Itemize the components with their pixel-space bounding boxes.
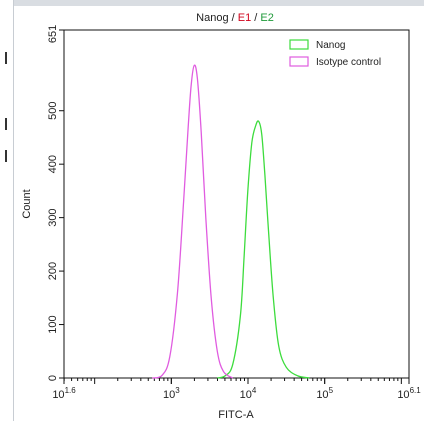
legend-label: Isotype control xyxy=(316,57,381,68)
chart-title: Nanog / E1 / E2 xyxy=(196,12,274,24)
window-left-edge xyxy=(0,0,14,421)
window-top-strip xyxy=(14,0,424,6)
x-axis-label: FITC-A xyxy=(218,409,254,421)
y-tick-label: 400 xyxy=(47,155,59,173)
y-tick-label: 500 xyxy=(47,102,59,120)
x-tick-base: 10 xyxy=(240,389,252,401)
legend-swatch xyxy=(289,39,309,50)
series-curve-isotype-control xyxy=(152,64,234,379)
x-tick-base: 10 xyxy=(52,389,64,401)
x-tick-label: 105 xyxy=(316,386,333,401)
x-tick-base: 10 xyxy=(397,389,409,401)
edge-mark xyxy=(5,118,7,130)
x-tick-exponent: 6.1 xyxy=(410,386,422,395)
x-tick-label: 101.6 xyxy=(52,386,76,401)
y-tick-label: 200 xyxy=(47,262,59,280)
x-tick-exponent: 5 xyxy=(329,386,334,395)
y-tick-label: 0 xyxy=(47,375,59,381)
x-tick-label: 103 xyxy=(163,386,180,401)
y-tick-label: 651 xyxy=(47,25,59,43)
chart-title-part: E1 xyxy=(238,12,251,24)
histogram-curves xyxy=(152,64,310,379)
y-axis: 0 100 200 300 400 500 651 xyxy=(47,25,64,381)
edge-mark xyxy=(5,150,7,162)
edge-mark xyxy=(5,52,7,64)
x-tick-exponent: 1.6 xyxy=(65,386,77,395)
y-tick-label: 300 xyxy=(47,208,59,226)
chart-title-part: Nanog xyxy=(196,12,228,24)
series-curve-nanog xyxy=(217,120,310,379)
x-axis: 101.6 103 104 105 106.1 xyxy=(52,378,421,401)
chart-title-part: / xyxy=(229,12,238,24)
chart-title-part: / xyxy=(251,12,260,24)
x-tick-exponent: 3 xyxy=(175,386,180,395)
legend-swatch xyxy=(289,56,309,67)
x-tick-base: 10 xyxy=(316,389,328,401)
legend-label: Nanog xyxy=(316,40,345,51)
y-tick-label: 100 xyxy=(47,315,59,333)
x-tick-label: 106.1 xyxy=(397,386,421,401)
plot-frame xyxy=(63,29,410,379)
legend: Nanog Isotype control xyxy=(289,39,381,68)
y-axis-label: Count xyxy=(21,189,33,218)
chart-title-part: E2 xyxy=(260,12,273,24)
x-tick-label: 104 xyxy=(240,386,257,401)
x-tick-exponent: 4 xyxy=(252,386,257,395)
x-tick-base: 10 xyxy=(163,389,175,401)
